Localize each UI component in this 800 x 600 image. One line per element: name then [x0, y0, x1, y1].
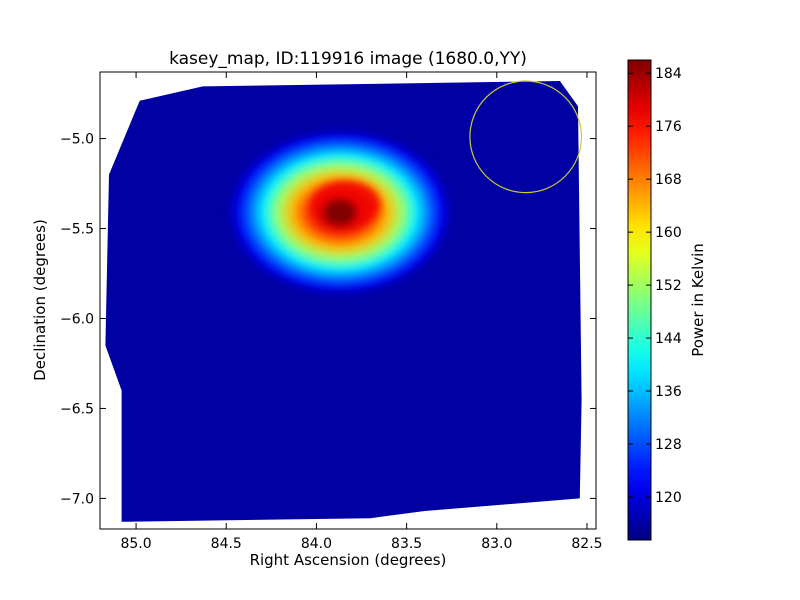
colorbar-tick-label: 128 [655, 437, 682, 453]
y-axis-label: Declination (degrees) [31, 219, 49, 381]
x-axis-label: Right Ascension (degrees) [250, 551, 447, 569]
x-tick-label: 85.0 [120, 536, 151, 552]
x-tick-label: 83.0 [481, 536, 512, 552]
map-footprint [105, 81, 582, 522]
colorbar-tick-label: 168 [655, 172, 682, 188]
x-tick-label: 84.0 [301, 536, 332, 552]
source-peak [323, 199, 357, 225]
x-axis: 85.0 84.5 84.0 83.5 83.0 82.5 [120, 72, 603, 552]
colorbar-gradient [627, 59, 652, 541]
chart-title: kasey_map, ID:119916 image (1680.0,YY) [169, 49, 527, 69]
x-tick-label: 82.5 [571, 536, 602, 552]
colorbar: 120 128 136 144 152 160 168 176 184 Power in Kel… [627, 59, 707, 541]
colorbar-tick-label: 160 [655, 225, 682, 241]
colorbar-ticks: 120 128 136 144 152 160 168 176 184 [628, 66, 682, 506]
y-axis: −5.0 −5.5 −6.0 −6.5 −7.0 [60, 132, 596, 507]
colorbar-tick-label: 152 [655, 278, 682, 294]
heatmap [105, 81, 582, 522]
plot-area [100, 72, 596, 529]
colorbar-tick-label: 136 [655, 384, 682, 400]
y-tick-label: −5.0 [60, 132, 94, 148]
colorbar-tick-label: 120 [655, 490, 682, 506]
plot-frame [99, 71, 597, 530]
colorbar-tick-label: 144 [655, 331, 682, 347]
y-tick-label: −5.5 [60, 222, 94, 238]
x-tick-label: 84.5 [211, 536, 242, 552]
overlay-layer [469, 80, 583, 194]
colorbar-tick-label: 176 [655, 119, 682, 135]
overlay-circle [469, 80, 583, 194]
y-tick-label: −6.5 [60, 401, 94, 417]
colorbar-tick-label: 184 [655, 66, 682, 82]
colorbar-label: Power in Kelvin [689, 243, 707, 357]
x-tick-label: 83.5 [391, 536, 422, 552]
y-tick-label: −6.0 [60, 311, 94, 327]
y-tick-label: −7.0 [60, 491, 94, 507]
